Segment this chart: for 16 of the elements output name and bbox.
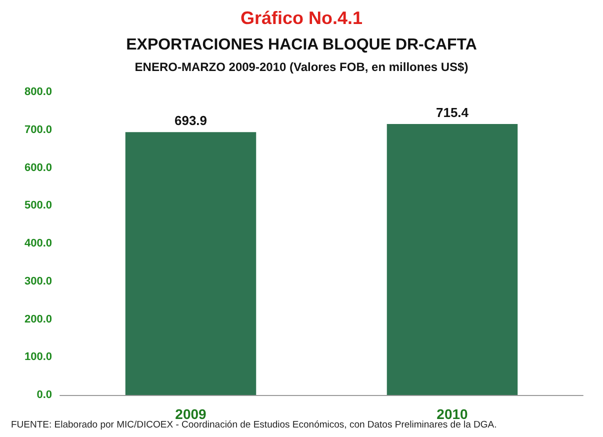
data-label: 715.4 [436,105,470,120]
y-tick-label: 300.0 [24,275,52,288]
data-label: 693.9 [174,113,208,128]
source-note: FUENTE: Elaborado por MIC/DICOEX - Coordinación de Estudios Económicos, con Datos Preliminares de la DGA. [11,420,497,430]
y-tick-label: 200.0 [24,313,52,326]
x-tick-label: 2010 [436,406,468,422]
y-tick-label: 500.0 [24,200,52,212]
y-tick-label: 0.0 [36,389,52,401]
y-tick-label: 400.0 [24,238,52,250]
chart-subtitle: EXPORTACIONES HACIA BLOQUE DR-CAFTA ENERO-MARZO 2009-2010 (Valores FOB, en millones US$) [126,36,478,74]
y-tick-label: 700.0 [24,124,52,136]
y-tick-label: 100.0 [24,351,52,364]
chart-title: Gráfico No.4.1 [240,8,363,28]
x-tick-label: 2009 [175,406,207,422]
y-tick-label: 800.0 [24,86,52,98]
y-tick-label: 600.0 [24,162,52,174]
